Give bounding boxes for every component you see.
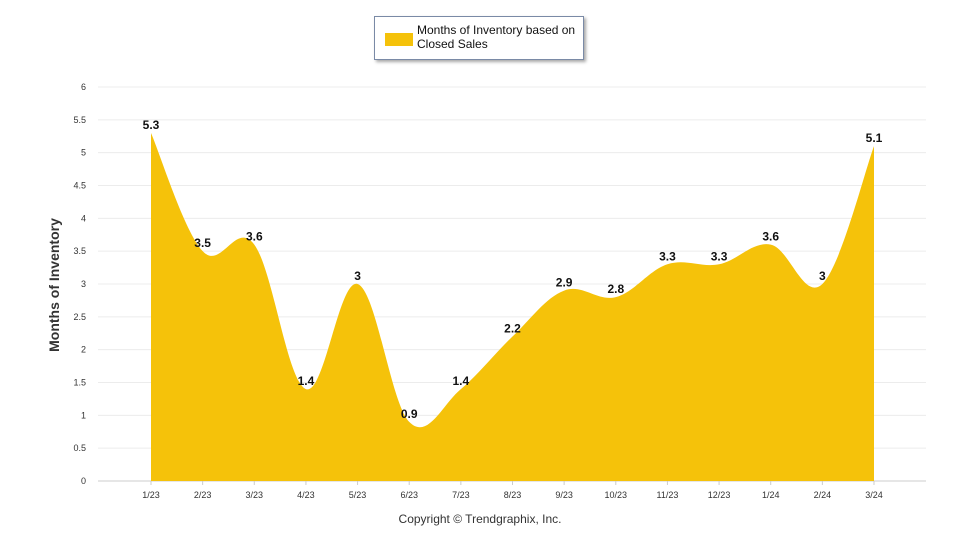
legend-label: Months of Inventory based on Closed Sale… xyxy=(417,23,576,51)
data-label: 3.3 xyxy=(711,249,728,263)
y-tick-label: 0 xyxy=(81,476,86,486)
y-tick-label: 6 xyxy=(81,82,86,92)
footer: Copyright © Trendgraphix, Inc. xyxy=(0,512,960,526)
x-tick-label: 5/23 xyxy=(349,490,367,500)
x-axis-ticks: 1/23 2/23 3/23 4/23 5/23 6/23 7/23 8/23 9/23 10/2… xyxy=(142,481,883,500)
x-tick-label: 1/23 xyxy=(142,490,160,500)
series-area xyxy=(151,132,874,481)
data-label: 2.9 xyxy=(556,276,573,290)
x-tick-label: 3/24 xyxy=(865,490,883,500)
x-tick-label: 4/23 xyxy=(297,490,315,500)
data-label: 1.4 xyxy=(453,374,470,388)
y-tick-label: 5.5 xyxy=(73,115,86,125)
x-tick-label: 3/23 xyxy=(246,490,264,500)
x-tick-label: 9/23 xyxy=(555,490,573,500)
y-tick-label: 5 xyxy=(81,148,86,158)
data-label: 3.5 xyxy=(194,236,211,250)
y-axis-ticks: 0 0.5 1 1.5 2 2.5 3 3.5 4 4.5 5 5.5 6 xyxy=(73,82,86,486)
x-tick-label: 1/24 xyxy=(762,490,780,500)
copyright-text: Copyright © Trendgraphix, Inc. xyxy=(398,512,562,526)
legend-swatch xyxy=(385,33,413,46)
y-tick-label: 4.5 xyxy=(73,181,86,191)
x-tick-label: 7/23 xyxy=(452,490,470,500)
x-tick-label: 6/23 xyxy=(400,490,418,500)
data-label: 3 xyxy=(354,269,361,283)
data-label: 3.6 xyxy=(246,230,263,244)
y-tick-label: 2.5 xyxy=(73,312,86,322)
x-tick-label: 11/23 xyxy=(656,490,678,500)
y-axis-label: Months of Inventory xyxy=(46,218,62,352)
data-label: 5.1 xyxy=(866,131,883,145)
x-tick-label: 10/23 xyxy=(605,490,628,500)
data-label: 3.3 xyxy=(659,249,676,263)
data-label: 2.2 xyxy=(504,322,521,336)
legend: Months of Inventory based on Closed Sale… xyxy=(374,16,584,60)
data-labels: 5.3 3.5 3.6 1.4 3 0.9 1.4 2.2 2.9 2.8 3.3 3.3 3.6 3 5.… xyxy=(143,118,883,422)
data-label: 2.8 xyxy=(607,282,624,296)
y-tick-label: 2 xyxy=(81,345,86,355)
data-label: 5.3 xyxy=(143,118,160,132)
y-tick-label: 4 xyxy=(81,213,86,223)
data-label: 0.9 xyxy=(401,407,418,421)
y-tick-label: 3.5 xyxy=(73,246,86,256)
data-label: 1.4 xyxy=(298,374,315,388)
y-tick-label: 0.5 xyxy=(73,443,86,453)
data-label: 3.6 xyxy=(762,230,779,244)
area-layer xyxy=(151,132,874,481)
y-tick-label: 3 xyxy=(81,279,86,289)
x-tick-label: 8/23 xyxy=(504,490,522,500)
x-tick-label: 2/23 xyxy=(194,490,212,500)
y-tick-label: 1.5 xyxy=(73,378,86,388)
y-tick-label: 1 xyxy=(81,410,86,420)
x-tick-label: 2/24 xyxy=(814,490,832,500)
x-tick-label: 12/23 xyxy=(708,490,731,500)
data-label: 3 xyxy=(819,269,826,283)
